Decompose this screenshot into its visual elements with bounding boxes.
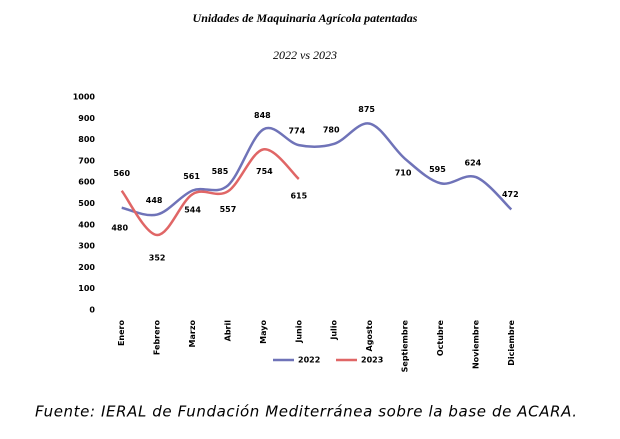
legend-label: 2023 bbox=[361, 356, 383, 365]
y-tick-label: 400 bbox=[78, 220, 95, 229]
y-tick-label: 700 bbox=[78, 156, 95, 165]
y-tick-label: 800 bbox=[78, 135, 95, 144]
data-label: 557 bbox=[220, 205, 237, 214]
x-tick-label: Enero bbox=[117, 320, 126, 347]
data-label: 561 bbox=[183, 172, 200, 181]
x-tick-label: Julio bbox=[330, 320, 339, 341]
series-line bbox=[121, 122, 513, 217]
data-label: 595 bbox=[429, 165, 446, 174]
data-label: 472 bbox=[502, 190, 519, 199]
y-tick-label: 0 bbox=[89, 306, 95, 315]
data-label: 774 bbox=[288, 127, 305, 136]
x-tick-label: Junio bbox=[294, 320, 303, 344]
x-tick-label: Noviembre bbox=[471, 319, 480, 369]
y-tick-label: 900 bbox=[78, 114, 95, 123]
x-tick-label: Marzo bbox=[188, 320, 197, 348]
y-tick-label: 200 bbox=[78, 263, 95, 272]
data-label: 480 bbox=[111, 223, 128, 232]
y-tick-label: 100 bbox=[78, 284, 95, 293]
source-note: Fuente: IERAL de Fundación Mediterránea … bbox=[35, 403, 578, 421]
data-label: 615 bbox=[290, 192, 307, 201]
x-tick-label: Agosto bbox=[365, 320, 374, 352]
chart-subtitle: 2022 vs 2023 bbox=[273, 48, 337, 62]
x-tick-label: Septiembre bbox=[401, 319, 410, 372]
data-label: 448 bbox=[146, 196, 163, 205]
data-label: 875 bbox=[358, 105, 375, 114]
data-label: 352 bbox=[149, 254, 166, 263]
data-label: 780 bbox=[323, 125, 340, 134]
chart-title: Unidades de Maquinaria Agrícola patentad… bbox=[193, 11, 418, 25]
data-label: 560 bbox=[113, 169, 130, 178]
x-tick-label: Mayo bbox=[259, 320, 268, 344]
data-label: 848 bbox=[254, 111, 271, 120]
x-tick-label: Octubre bbox=[436, 319, 445, 356]
data-label: 710 bbox=[395, 168, 412, 177]
x-tick-label: Febrero bbox=[153, 320, 162, 356]
data-label: 624 bbox=[465, 159, 482, 168]
x-tick-label: Diciembre bbox=[507, 319, 516, 365]
data-label: 754 bbox=[256, 167, 273, 176]
y-tick-label: 600 bbox=[78, 178, 95, 187]
data-label: 585 bbox=[212, 167, 229, 176]
y-tick-label: 300 bbox=[78, 242, 95, 251]
data-label: 544 bbox=[184, 206, 201, 215]
y-tick-label: 1000 bbox=[73, 93, 96, 102]
legend-label: 2022 bbox=[298, 356, 320, 365]
y-tick-label: 500 bbox=[78, 199, 95, 208]
series-line bbox=[120, 148, 300, 237]
x-tick-label: Abril bbox=[223, 320, 232, 342]
